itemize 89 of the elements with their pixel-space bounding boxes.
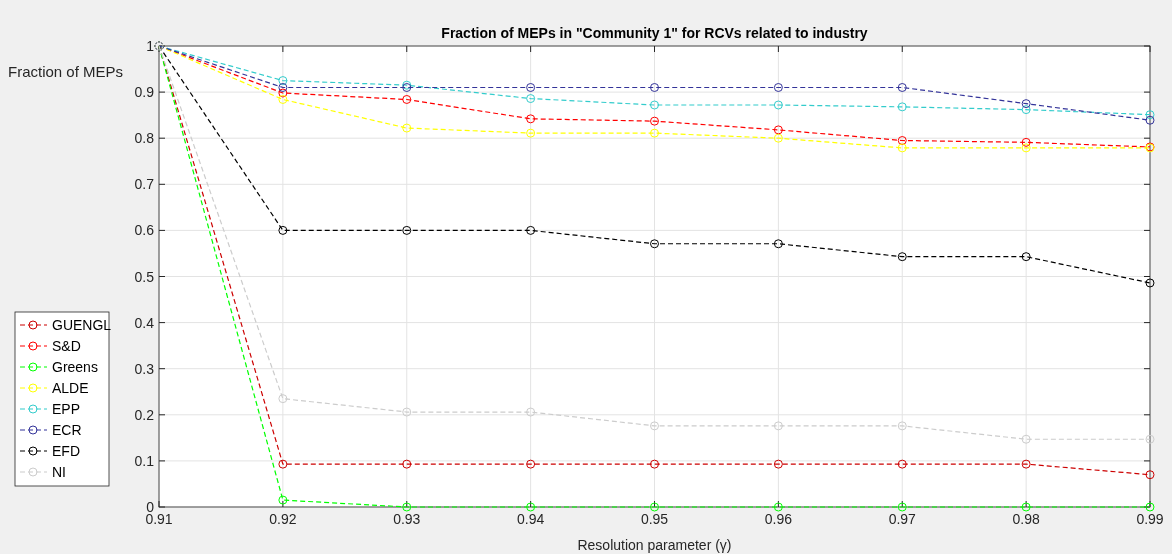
point xyxy=(773,239,783,249)
point xyxy=(1145,470,1155,480)
point xyxy=(1145,502,1155,512)
point xyxy=(278,459,288,469)
point xyxy=(650,100,659,110)
point xyxy=(1021,434,1031,444)
point xyxy=(897,136,907,146)
point xyxy=(1145,115,1155,125)
point xyxy=(897,102,907,112)
point xyxy=(526,114,536,124)
legend-label: ALDE xyxy=(52,380,89,396)
y-tick-label: 0.7 xyxy=(134,176,155,193)
point xyxy=(773,133,783,143)
point xyxy=(650,239,659,249)
point xyxy=(526,459,536,469)
point xyxy=(1145,434,1155,444)
y-tick-label: 0.4 xyxy=(134,314,155,331)
point xyxy=(773,421,783,431)
x-tick-label: 0.97 xyxy=(888,511,917,527)
point xyxy=(1021,137,1031,147)
point xyxy=(526,94,536,104)
legend-label: S&D xyxy=(52,338,81,354)
point xyxy=(897,82,907,92)
point xyxy=(1021,143,1031,153)
legend-label: EPP xyxy=(52,401,81,417)
point xyxy=(278,88,288,98)
point xyxy=(773,100,783,110)
x-tick-label: 0.93 xyxy=(393,511,421,527)
legend-label: ECR xyxy=(52,422,82,438)
point xyxy=(1145,278,1155,288)
y-tick-label: 0.1 xyxy=(134,452,155,469)
point xyxy=(402,459,412,469)
legend-label: EFD xyxy=(52,443,80,459)
point xyxy=(526,82,536,92)
y-tick-label: 0.2 xyxy=(134,406,155,423)
point xyxy=(650,82,659,92)
y-tick-label: 0.3 xyxy=(134,360,155,377)
point xyxy=(897,459,907,469)
point xyxy=(650,502,659,512)
point xyxy=(278,82,288,92)
point xyxy=(650,116,659,126)
point xyxy=(278,94,288,104)
point xyxy=(402,94,412,104)
point xyxy=(897,143,907,153)
y-tick-label: 0.8 xyxy=(134,130,155,147)
point xyxy=(773,82,783,92)
x-tick-label: 0.94 xyxy=(517,511,545,527)
point xyxy=(773,459,783,469)
point xyxy=(402,407,412,417)
legend-label: GUENGL xyxy=(52,317,112,333)
point xyxy=(1021,502,1031,512)
point xyxy=(650,421,659,431)
x-tick-label: 0.96 xyxy=(764,511,793,527)
point xyxy=(278,495,288,505)
point xyxy=(897,421,907,431)
point xyxy=(402,225,412,235)
point xyxy=(1021,252,1031,262)
point xyxy=(526,502,536,512)
point xyxy=(526,407,536,417)
y-tick-label: 0.9 xyxy=(134,84,155,101)
y-tick-label: 0.6 xyxy=(134,222,155,239)
point xyxy=(1145,110,1155,120)
point xyxy=(650,128,659,138)
x-tick-label: 0.99 xyxy=(1136,511,1164,527)
point xyxy=(773,125,783,135)
point xyxy=(278,76,288,86)
point xyxy=(402,502,412,512)
x-axis-title: Resolution parameter (γ) xyxy=(577,537,732,553)
point xyxy=(650,459,659,469)
point xyxy=(897,502,907,512)
point xyxy=(278,225,288,235)
y-tick-label: 0.5 xyxy=(134,268,155,285)
point xyxy=(773,502,783,512)
point xyxy=(1021,99,1031,109)
point xyxy=(1021,105,1031,115)
chart-title: Fraction of MEPs in "Community 1" for RCVs related to industry xyxy=(441,25,868,41)
point xyxy=(1021,459,1031,469)
y-tick-label: 1 xyxy=(146,38,155,54)
point xyxy=(278,394,288,404)
point xyxy=(402,123,412,133)
point xyxy=(897,252,907,262)
legend-label: Greens xyxy=(52,359,98,375)
x-tick-label: 0.98 xyxy=(1012,511,1040,527)
y-axis-title: Fraction of MEPs xyxy=(8,63,124,80)
point xyxy=(526,128,536,138)
legend-label: NI xyxy=(52,464,66,480)
x-tick-label: 0.95 xyxy=(640,511,669,527)
point xyxy=(526,225,536,235)
x-tick-label: 0.92 xyxy=(269,511,297,527)
